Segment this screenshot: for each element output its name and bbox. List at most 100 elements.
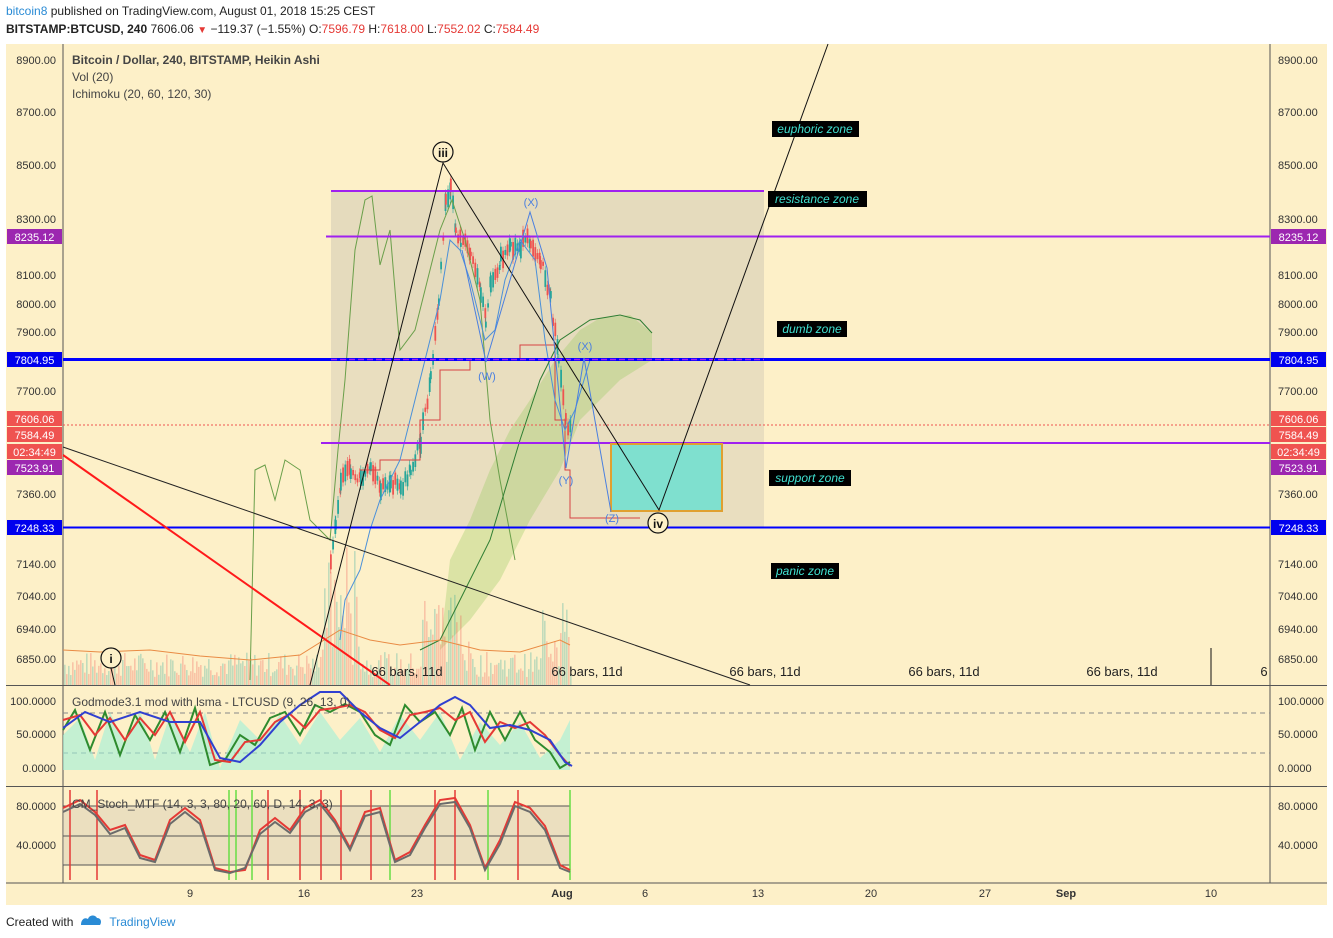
volume-bar: [276, 669, 278, 685]
osc1-tick-left: 50.0000: [16, 729, 56, 741]
volume-bar: [396, 653, 398, 685]
price-tick-right: 7040.00: [1278, 591, 1318, 603]
bars-label-5: 66 bars, 11d: [1086, 664, 1157, 679]
volume-bar: [530, 652, 532, 685]
candle-body: [462, 237, 464, 245]
zone-label-euphoric: euphoric zone: [772, 121, 859, 137]
volume-bar: [98, 665, 100, 685]
volume-bar: [210, 670, 212, 685]
volume-bar: [262, 660, 264, 685]
candle-body: [484, 308, 487, 319]
volume-bar: [438, 605, 440, 685]
price-badge-left: 7248.33: [7, 520, 62, 535]
candle-body: [470, 251, 472, 257]
volume-bar: [330, 572, 332, 685]
volume-bar: [352, 664, 354, 685]
candle-body: [487, 303, 489, 308]
volume-bar: [296, 665, 298, 685]
tradingview-link[interactable]: TradingView: [109, 914, 176, 929]
volume-bar: [328, 562, 330, 685]
volume-bar: [512, 657, 514, 685]
volume-bar: [92, 666, 94, 685]
zone-label-dumb: dumb zone: [777, 321, 847, 337]
volume-bar: [166, 654, 168, 685]
osc2-gray-line: [62, 800, 571, 875]
candle-body: [426, 398, 429, 410]
zone-label-resistance: resistance zone: [768, 191, 867, 207]
time-tick: 27: [979, 888, 991, 900]
legend-title: Bitcoin / Dollar, 240, BITSTAMP, Heikin …: [72, 53, 320, 67]
candle-body: [344, 464, 347, 482]
volume-bar: [110, 665, 112, 685]
volume-bar: [146, 668, 148, 685]
volume-bar: [402, 670, 404, 685]
price-badge-right: 7804.95: [1271, 352, 1326, 367]
candle-body: [496, 267, 499, 278]
candle-body: [394, 472, 397, 485]
candle-body: [424, 407, 427, 412]
volume-bar: [526, 676, 528, 685]
volume-bar: [392, 675, 394, 685]
osc1-tick-right: 50.0000: [1278, 729, 1318, 741]
candle-body: [360, 469, 362, 487]
bars-label-2: 66 bars, 11d: [551, 664, 622, 679]
candle-body: [430, 371, 432, 380]
price-tick-right: 7140.00: [1278, 559, 1318, 571]
price-tick-left: 6940.00: [16, 624, 56, 636]
osc1-green-line: [62, 702, 571, 770]
volume-bar: [554, 640, 556, 685]
candle-body: [532, 239, 534, 257]
candle-body: [358, 472, 361, 479]
volume-bar: [80, 660, 82, 685]
volume-bar: [128, 666, 130, 685]
candle-body: [388, 475, 391, 493]
volume-bar: [280, 656, 282, 685]
candle-body: [390, 474, 392, 489]
volume-bar: [220, 666, 222, 685]
volume-bar: [294, 675, 296, 685]
candle-body: [455, 227, 457, 233]
volume-bar: [334, 579, 336, 685]
volume-bar: [218, 676, 220, 685]
bars-label-6: 6: [1260, 664, 1267, 679]
osc2-tick-right: 40.0000: [1278, 840, 1318, 852]
ichimoku-conversion-line: [339, 238, 591, 641]
candle-body: [398, 483, 401, 490]
time-tick: 16: [298, 888, 310, 900]
author-link[interactable]: bitcoin8: [6, 4, 48, 18]
candle-body: [380, 483, 382, 501]
volume-bar: [140, 653, 142, 685]
volume-bar: [198, 666, 200, 685]
candle-body: [538, 252, 541, 265]
candle-body: [428, 377, 431, 392]
volume-bar: [316, 654, 318, 685]
candle-body: [510, 241, 512, 247]
volume-bar: [378, 660, 380, 685]
volume-bar: [458, 643, 460, 685]
volume-bar: [346, 547, 348, 685]
time-axis-ticks: 9 16 23 Aug 6 13 20 27 Sep 10: [187, 888, 1217, 900]
price-badge-text: 7606.06: [15, 414, 55, 426]
volume-bar: [74, 669, 76, 685]
volume-bar: [242, 661, 244, 685]
volume-bar: [222, 663, 224, 685]
bars-label-3: 66 bars, 11d: [729, 664, 800, 679]
volume-bar: [118, 665, 120, 685]
candle-body: [337, 499, 339, 514]
high-value: 7618.00: [380, 22, 424, 36]
price-badge-text: 7584.49: [15, 430, 55, 442]
candle-body: [350, 468, 352, 479]
candle-body: [460, 242, 462, 247]
volume-bar: [496, 664, 498, 685]
volume-bar: [134, 658, 136, 685]
sub-wave-x2: (X): [578, 341, 593, 353]
volume-bar: [162, 662, 164, 685]
candle-body: [498, 265, 501, 271]
price-badge-left: 8235.12: [7, 229, 62, 244]
volume-bar: [266, 669, 268, 685]
candle-body: [348, 458, 351, 475]
volume-bar: [486, 652, 488, 685]
volume-bar: [418, 668, 420, 685]
candle-body: [414, 454, 417, 468]
